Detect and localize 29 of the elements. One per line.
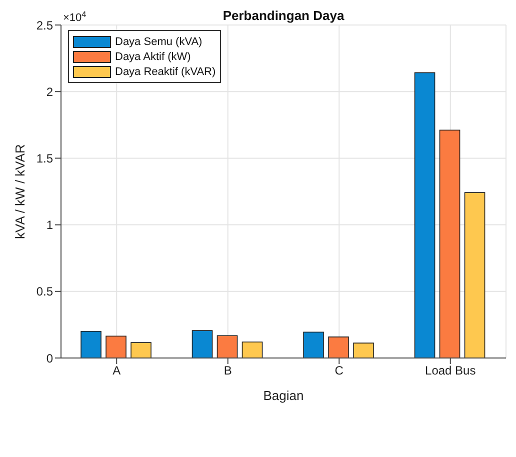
bar — [414, 72, 436, 358]
bar — [80, 330, 102, 358]
x-tick-label: Load Bus — [425, 364, 476, 378]
bar — [464, 192, 486, 358]
bar — [439, 130, 460, 358]
x-tick-label: C — [334, 364, 344, 378]
bar — [130, 342, 152, 358]
y-tick-label: 0 — [46, 351, 54, 366]
bar — [242, 342, 263, 358]
bar — [216, 335, 238, 358]
y-axis-title: kVA / kW / kVAR — [12, 144, 28, 239]
text: ×10$^{4}$ — [63, 10, 87, 24]
x-tick-label: A — [112, 364, 121, 378]
y-tick-label: 2 — [46, 84, 54, 99]
y-tick-label: 2.5 — [36, 18, 54, 32]
bar — [328, 336, 349, 358]
legend-label: Daya Aktif (kW) — [115, 50, 191, 62]
y-tick-label: 1 — [46, 218, 54, 232]
y-tick-label: 0.5 — [36, 284, 54, 299]
x-axis-title: Bagian — [263, 388, 304, 403]
legend-label: Daya Reaktif (kVAR) — [115, 66, 216, 78]
bar — [303, 332, 324, 358]
bar — [106, 336, 126, 358]
bar — [192, 330, 213, 358]
y-tick-label: 1.5 — [36, 151, 54, 166]
chart-title: Perbandingan Daya — [222, 8, 345, 23]
bar — [353, 342, 374, 358]
legend-label: Daya Semu (kVA) — [115, 36, 202, 48]
x-tick-label: B — [224, 364, 232, 378]
